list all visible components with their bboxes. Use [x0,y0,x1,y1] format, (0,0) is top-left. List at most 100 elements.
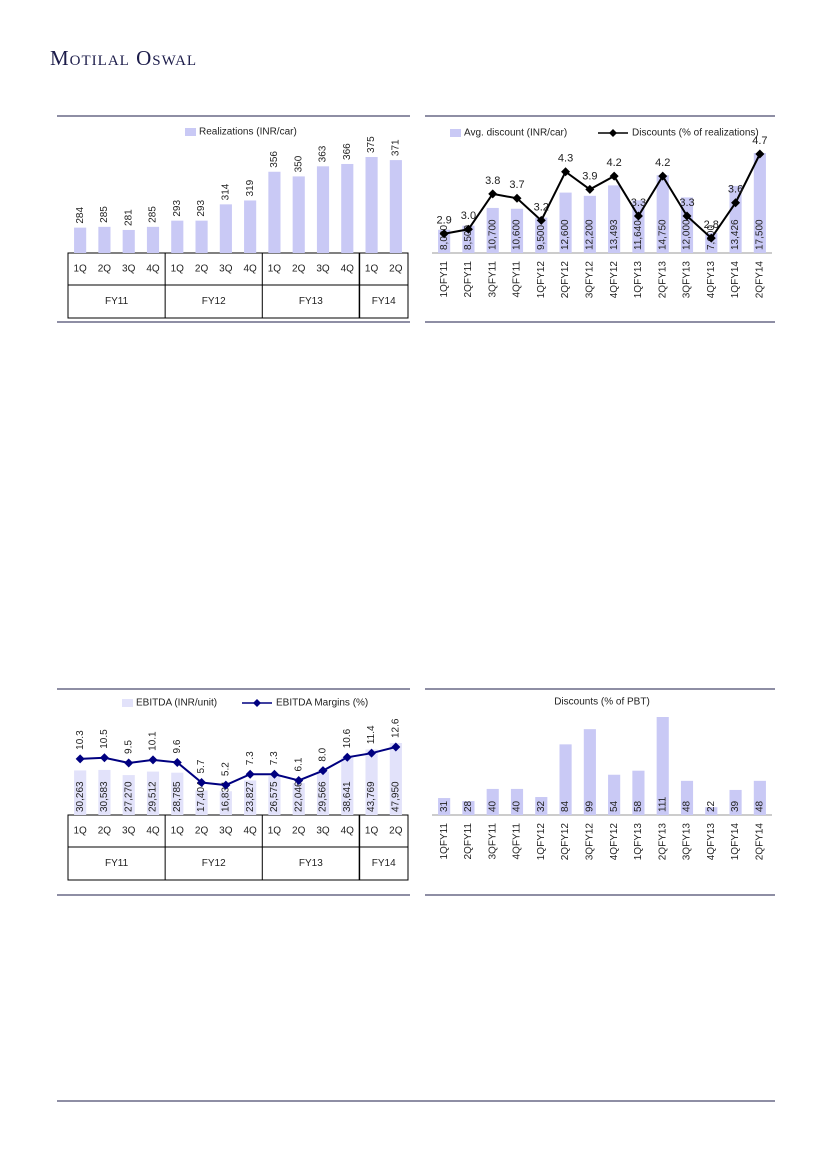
value-label: 3.3 [631,197,646,209]
line-marker [294,775,304,785]
bar [195,220,208,253]
bar [98,226,111,253]
x-tick-label: 1QFY14 [730,823,741,861]
x-tick-label: 1QFY13 [633,261,644,299]
value-label: 13,493 [609,219,620,250]
bar [341,163,354,253]
x-tick-label: 2Q [389,826,403,837]
chart-title: Discounts (% of PBT) [554,697,650,708]
value-label: 28,785 [172,781,183,812]
bar [632,200,645,253]
x-tick-label: 1Q [73,264,87,275]
x-tick-label: 3QFY11 [487,261,498,298]
value-label: 3.2 [534,201,549,213]
group-label: FY14 [372,296,396,307]
value-label: 17,500 [754,219,765,250]
value-label: 293 [172,200,183,217]
x-tick-label: 2QFY11 [463,261,474,298]
bar [268,776,281,815]
value-label: 31 [439,800,450,812]
value-label: 32 [536,800,547,812]
x-tick-label: 1QFY13 [633,823,644,861]
value-label: 13,426 [730,219,741,250]
bar [171,772,184,815]
value-label: 319 [245,179,256,196]
value-label: 7.3 [269,751,280,765]
value-label: 4.3 [558,153,573,165]
value-label: 17,404 [196,781,207,812]
value-label: 10,600 [512,219,523,250]
x-tick-label: 2Q [98,264,112,275]
x-tick-label: 1QFY12 [536,823,547,861]
value-label: 9,500 [536,225,547,250]
x-tick-label: 1Q [171,826,185,837]
value-label: 30,583 [99,781,110,812]
bar [146,226,160,253]
x-tick-label: 3QFY12 [584,261,595,299]
value-label: 2.8 [704,219,719,231]
x-tick-label: 1QFY11 [439,823,450,860]
group-label: FY12 [202,858,226,869]
bar [608,185,621,253]
bar [656,717,669,815]
line-marker [488,189,498,199]
bar [632,770,645,815]
line-marker [731,198,741,208]
x-tick-label: 2Q [292,826,306,837]
value-label: 30,263 [75,781,86,812]
value-label: 40 [487,800,498,812]
x-tick-label: 4QFY13 [706,823,717,861]
bar [268,171,281,253]
x-tick-label: 4QFY11 [512,261,523,298]
x-tick-label: 1Q [171,264,185,275]
value-label: 43,769 [366,781,377,812]
x-tick-label: 2Q [98,826,112,837]
bar [98,769,111,815]
value-label: 99 [584,800,595,812]
value-label: 3.7 [509,179,524,191]
value-label: 6.1 [293,757,304,771]
value-label: 58 [633,800,644,812]
x-tick-label: 2QFY14 [754,261,765,299]
line-marker [221,780,231,790]
value-label: 281 [123,209,134,226]
value-label: 48 [682,800,693,812]
x-tick-label: 3QFY13 [682,823,693,861]
x-tick-label: 2QFY12 [560,261,571,299]
line-marker [197,778,207,788]
bar [486,207,499,253]
bar [316,771,330,815]
line-marker [463,224,473,234]
line [80,746,397,787]
value-label: 5.2 [220,762,231,776]
x-tick-label: 4Q [146,264,160,275]
bar [122,229,135,253]
value-label: 7.3 [245,751,256,765]
bar [122,775,135,815]
line-marker [439,229,449,239]
value-label: 10,700 [487,219,498,250]
bar [74,770,87,815]
value-label: 29,512 [148,781,159,812]
x-tick-label: 1Q [73,826,87,837]
bar [462,225,475,253]
value-label: 40 [512,800,523,812]
x-tick-label: 1Q [365,264,379,275]
x-tick-label: 4QFY11 [512,823,523,860]
legend-label: Discounts (% of realizations) [632,128,759,139]
legend-swatch [450,129,461,137]
value-label: 350 [293,155,304,172]
x-tick-label: 2QFY11 [463,823,474,860]
x-tick-label: 4Q [341,264,355,275]
x-tick-label: 3QFY12 [584,823,595,861]
bar [219,791,232,815]
value-label: 29,566 [318,781,329,812]
x-tick-label: 2QFY12 [560,823,571,861]
line-marker [561,167,571,177]
value-label: 28 [463,800,474,812]
legend-label: Realizations (INR/car) [199,127,297,138]
value-label: 8,500 [463,225,474,250]
group-label: FY13 [299,296,323,307]
x-tick-label: 3Q [316,264,330,275]
